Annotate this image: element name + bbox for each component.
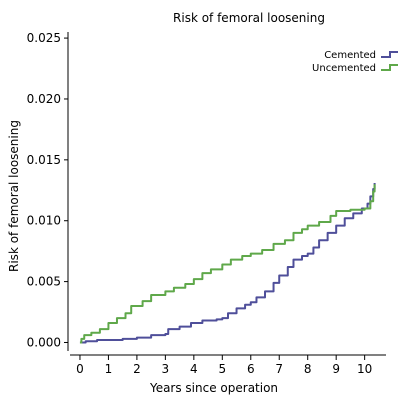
x-tick-label: 3	[162, 362, 170, 376]
y-axis-label: Risk of femoral loosening	[7, 120, 21, 272]
y-tick-label: 0.015	[27, 153, 61, 167]
chart-title: Risk of femoral loosening	[173, 11, 325, 25]
x-tick-label: 0	[76, 362, 84, 376]
legend: Cemented Uncemented	[312, 50, 398, 74]
legend-label-cemented: Cemented	[324, 50, 376, 61]
x-tick-label: 1	[105, 362, 113, 376]
series-line-uncemented	[79, 184, 376, 344]
y-tick-label: 0.025	[27, 31, 61, 45]
x-tick-label: 8	[304, 362, 312, 376]
legend-label-uncemented: Uncemented	[312, 63, 376, 74]
x-tick-label: 5	[218, 362, 226, 376]
legend-swatch-cemented	[381, 51, 398, 58]
x-axis: 0 1 2 3 4 5 6 7 8 9 10	[76, 355, 372, 376]
x-tick-label: 4	[190, 362, 198, 376]
series-line-cemented	[79, 182, 376, 344]
plot-area	[67, 32, 386, 356]
y-tick-label: 0.000	[27, 335, 61, 349]
x-tick-label: 7	[275, 362, 283, 376]
legend-swatch-uncemented	[381, 64, 398, 71]
series-layer	[79, 182, 376, 344]
y-tick-label: 0.005	[27, 275, 61, 289]
x-tick-label: 2	[133, 362, 141, 376]
x-tick-label: 9	[332, 362, 340, 376]
y-tick-label: 0.010	[27, 214, 61, 228]
y-tick-label: 0.020	[27, 92, 61, 106]
x-axis-label: Years since operation	[149, 381, 278, 395]
x-tick-label: 6	[247, 362, 255, 376]
y-axis: 0.000 0.005 0.010 0.015 0.020 0.025	[27, 31, 68, 349]
x-tick-label: 10	[357, 362, 372, 376]
